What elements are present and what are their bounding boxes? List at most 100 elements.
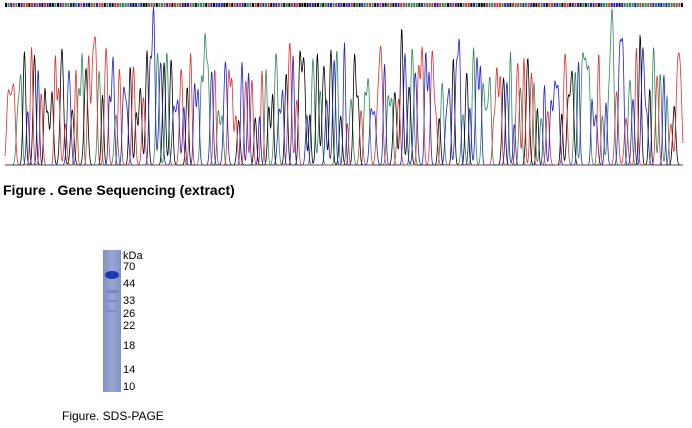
base-call — [148, 3, 150, 7]
base-call — [304, 3, 306, 7]
base-call — [514, 3, 517, 7]
base-call — [241, 3, 244, 7]
base-call — [54, 3, 57, 7]
base-call — [278, 3, 280, 7]
trace — [4, 36, 684, 166]
base-call — [512, 3, 514, 7]
base-call — [413, 3, 416, 7]
base-call — [571, 3, 574, 7]
chromatogram — [4, 3, 684, 166]
figure-caption: Figure . Gene Sequencing (extract) — [3, 182, 235, 198]
base-call — [319, 3, 322, 7]
base-call — [639, 3, 642, 7]
base-call — [538, 3, 540, 7]
base-call — [649, 3, 652, 7]
base-call — [670, 3, 673, 7]
base-call — [197, 3, 200, 7]
base-call — [545, 3, 548, 7]
base-call — [75, 3, 78, 7]
base-call — [673, 3, 676, 7]
base-call — [441, 3, 444, 7]
base-call — [561, 3, 564, 7]
base-call — [291, 3, 293, 7]
base-call — [205, 3, 208, 7]
base-call — [527, 3, 530, 7]
trace — [5, 8, 683, 166]
base-call — [184, 3, 187, 7]
base-call — [57, 3, 59, 7]
base-call — [210, 3, 213, 7]
base-call — [644, 3, 647, 7]
base-call — [358, 3, 361, 7]
base-call — [28, 3, 31, 7]
gel-band — [105, 271, 119, 279]
base-call — [457, 3, 460, 7]
base-call — [660, 3, 663, 7]
base-call — [488, 3, 491, 7]
base-call — [350, 3, 353, 7]
base-call — [153, 3, 156, 7]
base-call — [231, 3, 234, 7]
base-call — [522, 3, 525, 7]
base-call — [400, 3, 403, 7]
base-call — [525, 3, 527, 7]
base-call — [569, 3, 572, 7]
base-call — [374, 3, 377, 7]
base-call — [397, 3, 400, 7]
base-call — [106, 3, 109, 7]
base-call — [517, 3, 520, 7]
base-call — [124, 3, 127, 7]
base-call — [491, 3, 494, 7]
base-call — [119, 3, 122, 7]
base-call — [460, 3, 462, 7]
base-call — [249, 3, 252, 7]
base-call — [324, 3, 327, 7]
base-call — [15, 3, 18, 7]
base-call — [213, 3, 215, 7]
base-call — [483, 3, 486, 7]
base-call — [436, 3, 439, 7]
base-call — [343, 3, 345, 7]
base-call — [150, 3, 153, 7]
base-call — [246, 3, 249, 7]
base-call — [236, 3, 239, 7]
base-call — [18, 3, 20, 7]
base-call — [356, 3, 358, 7]
base-call — [181, 3, 184, 7]
base-call — [564, 3, 566, 7]
base-call — [363, 3, 366, 7]
base-call — [379, 3, 382, 7]
base-call — [49, 3, 52, 7]
marker-label: 26 — [123, 308, 135, 320]
base-call — [12, 3, 15, 7]
base-call — [270, 3, 273, 7]
base-call — [496, 3, 499, 7]
base-call — [70, 3, 72, 7]
base-call — [202, 3, 205, 7]
gel-band — [106, 290, 118, 293]
base-call — [371, 3, 374, 7]
base-call — [283, 3, 286, 7]
base-call — [657, 3, 660, 7]
base-call — [618, 3, 621, 7]
figure-caption: Figure. SDS-PAGE — [62, 409, 164, 423]
base-call — [332, 3, 335, 7]
base-call — [176, 3, 179, 7]
base-call — [662, 3, 665, 7]
base-call — [77, 3, 80, 7]
base-call — [509, 3, 512, 7]
base-call — [405, 3, 408, 7]
base-call — [23, 3, 26, 7]
base-call — [72, 3, 75, 7]
base-call — [613, 3, 616, 7]
base-call — [275, 3, 278, 7]
base-call — [681, 3, 683, 7]
base-call — [603, 3, 605, 7]
base-call — [280, 3, 283, 7]
base-call — [462, 3, 465, 7]
base-call — [239, 3, 241, 7]
base-call — [132, 3, 135, 7]
base-call — [431, 3, 434, 7]
base-call — [392, 3, 395, 7]
